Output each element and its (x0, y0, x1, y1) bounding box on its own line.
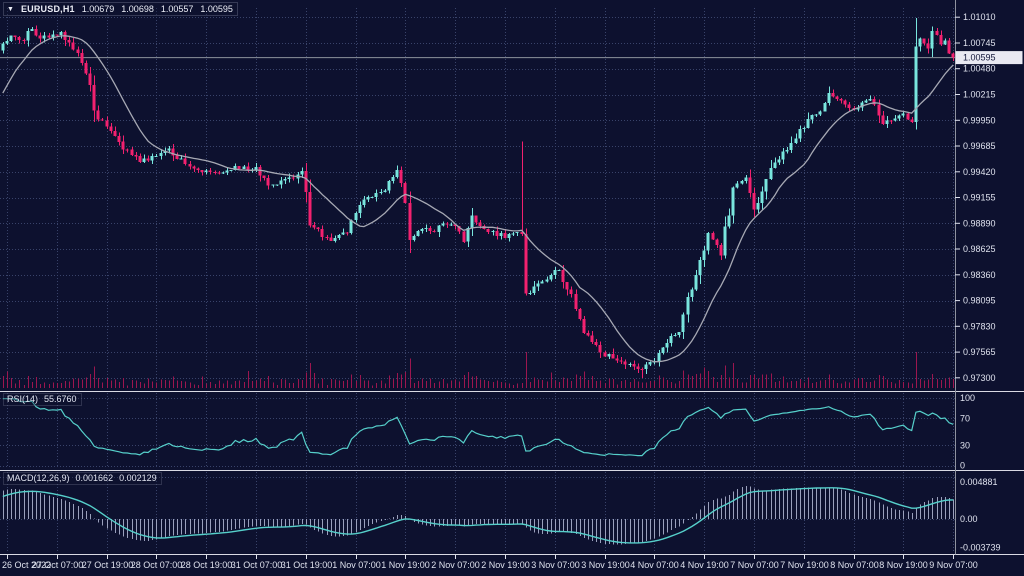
svg-text:1.00595: 1.00595 (963, 53, 996, 63)
symbol-dropdown-icon[interactable]: ▼ (7, 5, 14, 13)
rsi-line (2, 398, 954, 457)
time-axis-label: 31 Oct 07:00 (231, 560, 283, 570)
gridlines (0, 8, 955, 553)
time-axis-label: 9 Nov 07:00 (929, 560, 978, 570)
price-tick-label: 1.01010 (963, 12, 996, 22)
rsi-level-label: 100 (960, 393, 975, 403)
price-tick-label: 0.98890 (963, 218, 996, 228)
price-tick-label: 1.00480 (963, 64, 996, 74)
volume-bars (3, 352, 954, 388)
price-tick-label: 1.00745 (963, 38, 996, 48)
price-tick-label: 0.98360 (963, 270, 996, 280)
price-tick-label: 0.99950 (963, 115, 996, 125)
time-axis-label: 28 Oct 19:00 (181, 560, 233, 570)
macd-tick-label: -0.003739 (960, 543, 1001, 553)
price-tick-label: 1.00215 (963, 90, 996, 100)
macd-histogram (3, 486, 954, 545)
time-axis-label: 2 Nov 07:00 (431, 560, 480, 570)
price-tick-label: 0.99420 (963, 167, 996, 177)
macd-signal-value: 0.002129 (119, 473, 157, 483)
price-tick-label: 0.98095 (963, 296, 996, 306)
time-axis-label: 8 Nov 07:00 (830, 560, 879, 570)
time-axis-label: 27 Oct 07:00 (32, 560, 84, 570)
price-tick-label: 0.98625 (963, 244, 996, 254)
price-tick-label: 0.97300 (963, 373, 996, 383)
time-axis-label: 7 Nov 07:00 (730, 560, 779, 570)
price-tick-label: 0.99155 (963, 193, 996, 203)
macd-tick-label: 0.00 (960, 514, 978, 524)
rsi-label: RSI(14) 55.6760 (3, 393, 82, 406)
rsi-axis: 100 70 30 0 (960, 393, 975, 471)
ma-line (2, 35, 954, 363)
low-value: 1.00557 (160, 4, 194, 14)
macd-signal-line (2, 487, 954, 544)
time-axis-label: 1 Nov 19:00 (381, 560, 430, 570)
time-axis-label: 31 Oct 19:00 (281, 560, 333, 570)
time-axis-label: 8 Nov 19:00 (879, 560, 928, 570)
rsi-level-label: 70 (960, 413, 970, 423)
rsi-level-label: 30 (960, 440, 970, 450)
price-tick-label: 0.97565 (963, 347, 996, 357)
time-axis-label: 28 Oct 07:00 (131, 560, 183, 570)
rsi-name: RSI(14) (7, 394, 39, 404)
price-tick-label: 0.97830 (963, 321, 996, 331)
macd-name: MACD(12,26,9) (7, 473, 70, 483)
rsi-level-label: 0 (960, 461, 965, 471)
time-axis-label: 1 Nov 07:00 (332, 560, 381, 570)
macd-main-value: 0.001662 (75, 473, 114, 483)
price-axis: 1.01010 1.00745 1.00480 1.00215 0.99950 0.996… (955, 12, 996, 383)
time-axis-label: 26 Oct 2022 (2, 560, 51, 570)
time-axis-label: 4 Nov 07:00 (630, 560, 679, 570)
macd-label: MACD(12,26,9) 0.001662 0.002129 (3, 472, 162, 485)
macd-axis: 0.004881 0.00 -0.003739 (960, 477, 1001, 553)
candles (1, 18, 955, 378)
price-tick-label: 0.99685 (963, 141, 996, 151)
time-axis-label: 4 Nov 19:00 (680, 560, 729, 570)
time-axis-label: 2 Nov 19:00 (481, 560, 530, 570)
time-axis-label: 7 Nov 19:00 (780, 560, 829, 570)
chart-header: ▼ EURUSD,H1 1.00679 1.00698 1.00557 1.00… (3, 2, 238, 16)
symbol-timeframe-label: EURUSD,H1 (20, 4, 75, 14)
macd-tick-label: 0.004881 (960, 477, 998, 487)
time-axis-label: 3 Nov 07:00 (531, 560, 580, 570)
time-axis-label: 3 Nov 19:00 (581, 560, 630, 570)
close-value: 1.00595 (200, 4, 233, 14)
current-price-tag: 1.00595 (955, 51, 1023, 65)
open-value: 1.00679 (81, 4, 115, 14)
high-value: 1.00698 (121, 4, 154, 14)
time-axis-label: 27 Oct 19:00 (82, 560, 134, 570)
panel-separators (0, 391, 1024, 555)
rsi-value: 55.6760 (44, 394, 77, 404)
